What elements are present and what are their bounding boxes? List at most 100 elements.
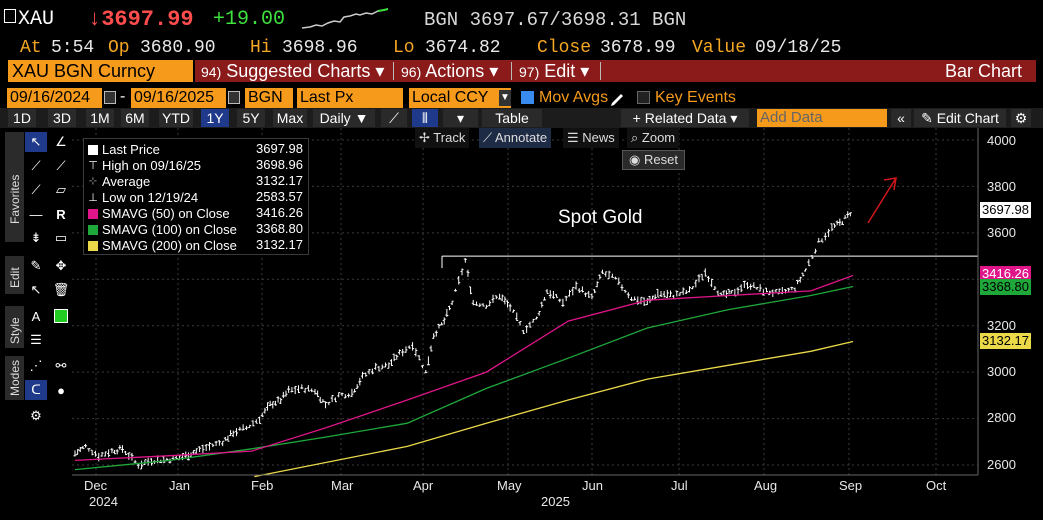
ray-icon[interactable]: ⟋ <box>56 158 66 173</box>
security-field[interactable]: XAU BGN Curncy <box>8 60 193 82</box>
rectangle-icon[interactable]: ▭ <box>54 230 68 245</box>
color-swatch[interactable] <box>50 306 72 326</box>
ticker-checkbox[interactable] <box>4 9 16 23</box>
actions-menu[interactable]: 96) Actions ▾ <box>401 60 498 82</box>
collapse-icon[interactable]: « <box>891 109 911 127</box>
table-button[interactable]: Table <box>482 109 542 127</box>
price-bar <box>260 412 264 418</box>
draw-tool-icon[interactable]: ∠ <box>55 134 67 149</box>
gear-icon[interactable]: ⚙ <box>30 408 42 423</box>
crosshair-icon[interactable]: ⋰ <box>29 358 43 373</box>
retracement-icon[interactable]: R <box>56 206 66 222</box>
text-icon[interactable]: A <box>31 308 41 324</box>
edit-chart-button[interactable]: ✎ Edit Chart <box>914 109 1006 127</box>
period-1m[interactable]: 1M <box>86 109 114 127</box>
price-bar <box>453 288 457 292</box>
price-bar <box>713 286 717 291</box>
price-bar <box>303 388 307 394</box>
period-5y[interactable]: 5Y <box>237 109 265 127</box>
price-bar <box>268 400 272 407</box>
period-1y[interactable]: 1Y <box>201 109 229 127</box>
price-bars <box>73 211 852 470</box>
channel-icon[interactable]: ▱ <box>56 182 66 197</box>
edit-tab[interactable]: Edit <box>5 256 24 294</box>
price-bar <box>626 292 630 299</box>
period-1d[interactable]: 1D <box>8 109 36 127</box>
price-bar <box>279 397 283 405</box>
period-max[interactable]: Max <box>273 109 307 127</box>
news-button[interactable]: ☰ News <box>563 128 619 148</box>
source-field[interactable]: BGN <box>245 88 293 108</box>
horizontal-line-icon[interactable]: — <box>29 206 43 222</box>
calendar-icon[interactable] <box>228 91 240 104</box>
key-events-checkbox[interactable] <box>637 91 650 104</box>
period-ytd[interactable]: YTD <box>159 109 193 127</box>
segment-icon[interactable]: ⟋ <box>31 182 41 197</box>
legend-swatch <box>88 224 98 235</box>
modes-tab[interactable]: Modes <box>5 356 24 400</box>
period-3d[interactable]: 3D <box>48 109 76 127</box>
mov-avgs-checkbox[interactable] <box>521 91 534 104</box>
price-bar <box>231 430 235 438</box>
end-date-field[interactable]: 09/16/2025 <box>131 88 226 108</box>
x-tick-label: Dec <box>84 478 108 493</box>
average-marker-icon: ⊹ <box>88 175 98 187</box>
legend-high: ⊤ High on 09/16/25 3698.96 <box>88 157 303 173</box>
chart-annotation[interactable]: Spot Gold <box>558 207 643 228</box>
period-6m[interactable]: 6M <box>121 109 149 127</box>
edit-menu[interactable]: 97) Edit ▾ <box>519 60 589 82</box>
price-bar <box>306 385 310 392</box>
chart-legend[interactable]: Last Price 3697.98 ⊤ High on 09/16/25 3698.… <box>83 138 309 255</box>
price-bar <box>521 330 525 335</box>
price-field-select[interactable]: Last Px <box>297 88 403 108</box>
frequency-select[interactable]: Daily ▼ <box>313 109 375 127</box>
chevron-down-icon[interactable]: ▼ <box>499 90 511 106</box>
price-bar <box>668 290 672 298</box>
related-data-button[interactable]: + Related Data ▾ <box>621 109 749 127</box>
style-tab[interactable]: Style <box>5 306 24 348</box>
favorites-tab[interactable]: Favorites <box>5 132 24 242</box>
pencil-icon[interactable] <box>609 90 625 106</box>
price-bar <box>457 275 461 285</box>
track-button[interactable]: ✢ Track <box>415 128 470 148</box>
actions-label: Actions ▾ <box>425 61 499 81</box>
zoom-button[interactable]: ⌕ Zoom <box>627 128 680 148</box>
select-icon[interactable]: ↖ <box>30 282 42 297</box>
reset-button[interactable]: ◉ Reset <box>622 150 685 170</box>
price-bar <box>787 287 791 292</box>
y-tick-label: 3600 <box>987 225 1016 240</box>
price-bar <box>623 289 627 293</box>
chart-type-dropdown[interactable]: ▾ <box>443 109 478 127</box>
price-bar <box>494 295 498 300</box>
start-date-field[interactable]: 09/16/2024 <box>7 88 102 108</box>
gear-icon[interactable]: ⚙ <box>1011 109 1031 127</box>
price-bar <box>687 286 691 293</box>
pencil-icon[interactable]: ✎ <box>30 258 42 273</box>
annotate-button[interactable]: ⟋ Annotate <box>479 128 552 148</box>
price-bar <box>629 296 633 302</box>
calendar-icon[interactable] <box>104 91 116 104</box>
line-width-icon[interactable]: ☰ <box>30 332 42 347</box>
price-bar <box>395 354 399 360</box>
trash-icon[interactable]: 🗑 <box>52 282 70 297</box>
bar-chart-icon[interactable]: ⫴ <box>412 109 438 127</box>
price-bar <box>724 290 728 299</box>
x-tick-label: Oct <box>926 478 947 493</box>
currency-select[interactable]: Local CCY <box>409 88 511 108</box>
price-bar <box>810 255 814 259</box>
trendline-icon[interactable]: ⟋ <box>31 158 41 173</box>
price-bar <box>384 362 388 368</box>
suggested-charts-menu[interactable]: 94) Suggested Charts ▾ <box>201 60 384 82</box>
add-data-input[interactable]: Add Data <box>757 109 887 127</box>
fibonacci-icon[interactable]: ⇟ <box>30 230 42 245</box>
price-bar <box>653 294 657 300</box>
move-icon[interactable]: ✥ <box>55 258 67 273</box>
link-icon[interactable]: ⚯ <box>55 358 67 373</box>
value-date: 09/18/25 <box>755 38 842 58</box>
price-bar <box>764 287 768 293</box>
price-bar <box>838 218 842 226</box>
line-chart-icon[interactable]: ⟋ <box>381 109 407 127</box>
magnet-icon[interactable]: ᑕ <box>25 380 47 400</box>
pointer-icon[interactable]: ↖ <box>25 132 47 152</box>
multi-color-icon[interactable]: ● <box>57 382 65 398</box>
